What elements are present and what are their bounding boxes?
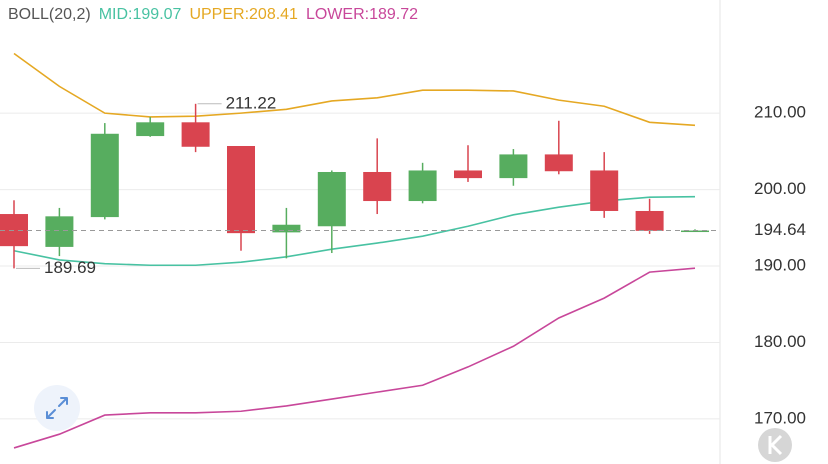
band-line xyxy=(13,267,696,449)
legend-name: MID: xyxy=(99,6,133,23)
legend-name: LOWER: xyxy=(306,6,369,23)
candle-body xyxy=(272,224,301,233)
candle-body xyxy=(499,154,528,179)
indicator-header: BOLL(20,2) MID:199.07 UPPER:208.41 LOWER:18… xyxy=(8,6,418,23)
high-annotation: 211.22 xyxy=(226,93,277,112)
y-tick-label: 210.00 xyxy=(754,103,806,122)
candle-body xyxy=(454,170,482,179)
indicator-title: BOLL(20,2) xyxy=(8,6,91,23)
candle-body xyxy=(544,154,573,172)
candle-body xyxy=(227,146,255,234)
candle-body xyxy=(90,133,119,218)
bands xyxy=(13,52,696,449)
band-line xyxy=(13,52,696,127)
candle-body xyxy=(45,216,74,247)
candle-body xyxy=(635,210,664,231)
legend-value: 189.72 xyxy=(369,6,418,23)
price-label: 194.64 xyxy=(754,220,806,239)
kline-button[interactable] xyxy=(758,428,792,462)
legend-value: 208.41 xyxy=(249,6,298,23)
candle-body xyxy=(681,230,709,233)
legend-value: 199.07 xyxy=(133,6,182,23)
y-tick-label: 200.00 xyxy=(754,179,806,198)
expand-button[interactable] xyxy=(34,385,80,431)
candle-body xyxy=(136,122,165,137)
candle-body xyxy=(181,122,210,147)
y-tick-label: 180.00 xyxy=(754,332,806,351)
low-annotation: 189.69 xyxy=(44,258,96,277)
price-box xyxy=(722,215,828,246)
candle-body xyxy=(317,171,346,227)
legend-name: UPPER: xyxy=(189,6,249,23)
y-tick-label: 170.00 xyxy=(754,408,806,427)
band-line xyxy=(13,195,696,267)
candle-body xyxy=(363,171,392,202)
candle-body xyxy=(408,170,437,202)
candles xyxy=(0,103,709,269)
grid xyxy=(0,112,720,420)
y-tick-label: 190.00 xyxy=(754,256,806,275)
candle-body xyxy=(590,170,619,211)
